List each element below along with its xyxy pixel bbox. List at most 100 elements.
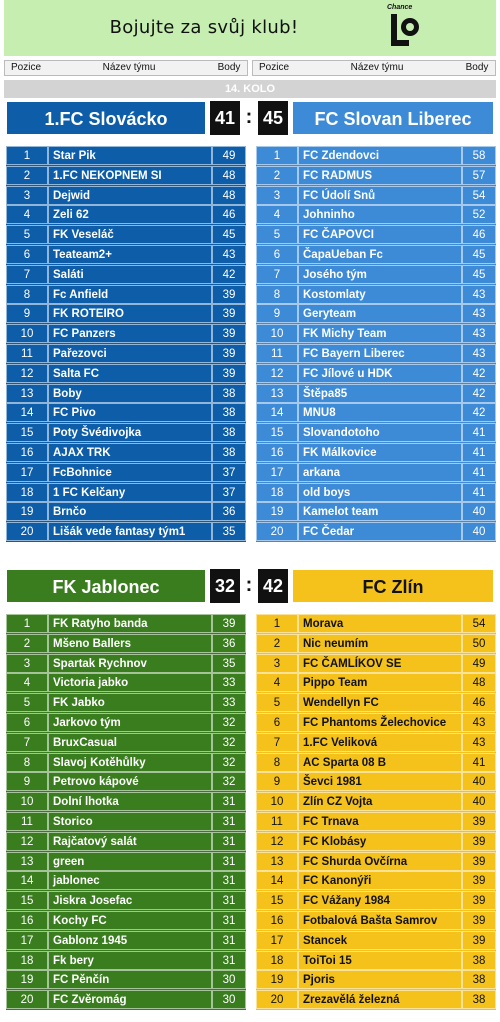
table-row: 10 FC Panzers 39: [6, 324, 246, 344]
team-name-cell: FC Údolí Snů: [298, 185, 462, 205]
points-cell: 39: [212, 284, 246, 304]
table-row: 18 old boys 41: [256, 482, 496, 503]
table-row: 14 jablonec 31: [6, 871, 246, 892]
table-row: 8 Slavoj Kotěhůlky 32: [6, 752, 246, 773]
table-row: 14 MNU8 42: [256, 403, 496, 424]
points-cell: 39: [462, 831, 496, 851]
promo-banner[interactable]: Bojujte za svůj klub! Chance: [4, 0, 496, 56]
table-row: 3 FC ČAMLÍKOV SE 49: [256, 653, 496, 674]
team-name-cell: Brnčo: [48, 502, 212, 522]
table-row: 19 Kamelot team 40: [256, 502, 496, 523]
home-team-name: 1.FC Slovácko: [6, 101, 206, 135]
points-cell: 39: [462, 930, 496, 950]
table-row: 11 Pařezovci 39: [6, 343, 246, 364]
points-cell: 31: [212, 910, 246, 930]
points-cell: 43: [462, 712, 496, 732]
team-name-cell: Jiskra Josefac: [48, 891, 212, 911]
points-cell: 49: [462, 653, 496, 673]
table-row: 17 arkana 41: [256, 462, 496, 483]
team-name-cell: Fc Anfield: [48, 284, 212, 304]
team-name-cell: jablonec: [48, 871, 212, 891]
points-cell: 39: [462, 871, 496, 891]
column-header-right: Pozice Název týmu Body: [252, 60, 496, 76]
position-cell: 5: [256, 225, 298, 245]
position-cell: 3: [6, 185, 48, 205]
points-cell: 42: [462, 363, 496, 383]
points-cell: 48: [212, 165, 246, 185]
position-cell: 20: [256, 990, 298, 1010]
points-cell: 58: [462, 146, 496, 165]
position-cell: 9: [6, 772, 48, 792]
position-cell: 7: [6, 264, 48, 284]
banner-text: Bojujte za svůj klub!: [109, 17, 299, 38]
position-cell: 9: [256, 304, 298, 324]
points-cell: 37: [212, 462, 246, 482]
away-standings: 1 Morava 54 2 Nic neumím 50 3 FC ČAMLÍKOV SE 49 4…: [256, 614, 496, 1010]
table-row: 20 Lišák vede fantasy tým1 35: [6, 522, 246, 542]
points-cell: 38: [212, 423, 246, 443]
position-cell: 5: [6, 693, 48, 713]
table-row: 14 FC Pivo 38: [6, 403, 246, 424]
points-cell: 40: [462, 522, 496, 542]
team-name-cell: AC Sparta 08 B: [298, 752, 462, 772]
team-name-cell: Ševci 1981: [298, 772, 462, 792]
points-cell: 43: [462, 284, 496, 304]
points-cell: 31: [212, 792, 246, 812]
table-row: 5 FK Jabko 33: [6, 693, 246, 713]
points-cell: 32: [212, 712, 246, 732]
position-cell: 11: [256, 811, 298, 831]
table-row: 19 Brnčo 36: [6, 502, 246, 523]
position-cell: 2: [256, 165, 298, 185]
table-row: 7 1.FC Veliková 43: [256, 732, 496, 753]
team-name-cell: FK Málkovice: [298, 442, 462, 462]
position-cell: 14: [6, 871, 48, 891]
position-cell: 16: [6, 442, 48, 462]
table-row: 1 Star Pik 49: [6, 146, 246, 166]
team-name-cell: Spartak Rychnov: [48, 653, 212, 673]
position-cell: 12: [256, 363, 298, 383]
team-name-cell: Štěpa85: [298, 383, 462, 403]
team-name-cell: Star Pik: [48, 146, 212, 165]
team-name-cell: Saláti: [48, 264, 212, 284]
table-row: 19 Pjoris 38: [256, 970, 496, 991]
table-row: 6 ČapaUeban Fc 45: [256, 244, 496, 265]
column-header-left: Pozice Název týmu Body: [4, 60, 248, 76]
team-name-cell: Slavoj Kotěhůlky: [48, 752, 212, 772]
team-name-cell: Gablonz 1945: [48, 930, 212, 950]
position-cell: 13: [256, 383, 298, 403]
points-cell: 45: [212, 225, 246, 245]
position-cell: 8: [256, 752, 298, 772]
position-cell: 3: [256, 185, 298, 205]
away-standings: 1 FC Zdendovci 58 2 FC RADMUS 57 3 FC Údolí Snů…: [256, 146, 496, 542]
team-name-cell: Stancek: [298, 930, 462, 950]
table-row: 20 FC Zvěromág 30: [6, 990, 246, 1010]
points-cell: 41: [462, 752, 496, 772]
team-name-cell: ToiToi 15: [298, 950, 462, 970]
team-name-cell: Jarkovo tým: [48, 712, 212, 732]
table-row: 1 FC Zdendovci 58: [256, 146, 496, 166]
team-name-cell: Dolní lhotka: [48, 792, 212, 812]
position-cell: 18: [256, 950, 298, 970]
points-cell: 39: [212, 324, 246, 344]
position-cell: 3: [6, 653, 48, 673]
position-cell: 20: [6, 522, 48, 542]
team-name-cell: FC RADMUS: [298, 165, 462, 185]
table-row: 2 FC RADMUS 57: [256, 165, 496, 186]
table-row: 18 ToiToi 15 38: [256, 950, 496, 971]
team-name-cell: Poty Švédivojka: [48, 423, 212, 443]
team-name-cell: Victoria jabko: [48, 673, 212, 693]
team-name-cell: Fk bery: [48, 950, 212, 970]
team-name-cell: FC Pěnčín: [48, 970, 212, 990]
points-cell: 35: [212, 522, 246, 542]
position-cell: 20: [256, 522, 298, 542]
position-cell: 7: [256, 264, 298, 284]
team-name-cell: 1 FC Kelčany: [48, 482, 212, 502]
away-score: 45: [258, 101, 288, 135]
position-cell: 14: [6, 403, 48, 423]
table-row: 16 Kochy FC 31: [6, 910, 246, 931]
position-cell: 15: [256, 891, 298, 911]
home-standings: 1 FK Ratyho banda 39 2 Mšeno Ballers 36 3 Spart…: [6, 614, 246, 1010]
header-body: Body: [217, 62, 241, 73]
points-cell: 33: [212, 673, 246, 693]
points-cell: 35: [212, 653, 246, 673]
